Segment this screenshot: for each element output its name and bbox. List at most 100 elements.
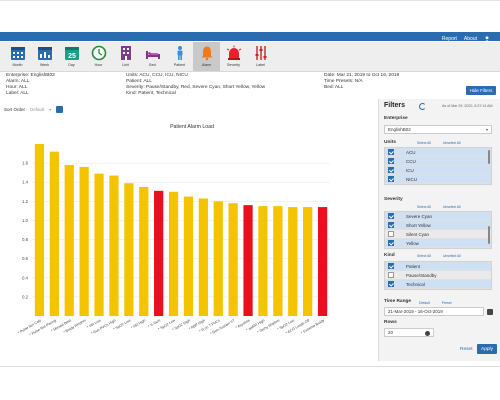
severity-option[interactable]: Short Yellow bbox=[385, 221, 491, 230]
time-range-preset[interactable]: Preset bbox=[441, 301, 452, 305]
severity-option[interactable]: Yellow bbox=[385, 239, 491, 248]
y-tick-label: 0.4 bbox=[22, 275, 28, 280]
checkbox[interactable] bbox=[388, 231, 394, 237]
bar[interactable] bbox=[49, 151, 59, 316]
bar[interactable] bbox=[198, 198, 208, 316]
checkbox[interactable] bbox=[388, 263, 394, 269]
bar[interactable] bbox=[258, 206, 268, 316]
bar[interactable] bbox=[79, 166, 89, 316]
kind-option[interactable]: Patient bbox=[385, 262, 491, 271]
units-select-all[interactable]: Select All bbox=[417, 141, 431, 145]
kind-unselect-all[interactable]: Unselect All bbox=[442, 254, 461, 258]
bar[interactable] bbox=[64, 165, 74, 316]
checkbox[interactable] bbox=[388, 281, 394, 287]
enterprise-select[interactable]: EnglishB02 ▾ bbox=[384, 125, 492, 134]
clear-icon[interactable] bbox=[425, 330, 430, 336]
reset-button[interactable]: Reset bbox=[460, 347, 473, 352]
bar[interactable] bbox=[303, 207, 313, 316]
severity-unselect-all[interactable]: Unselect All bbox=[442, 205, 461, 209]
sort-order-select[interactable]: Default bbox=[30, 107, 45, 112]
kind-select-all[interactable]: Select All bbox=[417, 254, 431, 258]
bar[interactable] bbox=[183, 196, 194, 316]
checkbox[interactable] bbox=[388, 213, 394, 219]
bar[interactable] bbox=[213, 201, 223, 316]
toolbar-severity[interactable]: Severity bbox=[220, 42, 247, 71]
toolbar-bed[interactable]: Bed bbox=[139, 42, 166, 71]
bar[interactable] bbox=[124, 183, 134, 316]
patient-alarm-load-chart: Patient Alarm Load 0.2 0.4 0.6 0.8 1.0 1.2 1.4… bbox=[17, 124, 330, 337]
checkbox[interactable] bbox=[388, 158, 394, 164]
calendar-month-icon bbox=[10, 47, 25, 60]
enterprise-label: Enterprise bbox=[384, 116, 408, 121]
user-icon[interactable] bbox=[484, 36, 490, 42]
sort-direction-icon[interactable] bbox=[56, 106, 64, 113]
unit-option[interactable]: NICU bbox=[385, 175, 491, 184]
bar[interactable] bbox=[94, 173, 104, 316]
severity-scrollbar[interactable] bbox=[488, 226, 490, 244]
chart-gridlines bbox=[32, 162, 330, 298]
sort-dropdown-icon[interactable]: ▾ bbox=[49, 107, 52, 112]
bar[interactable] bbox=[243, 205, 253, 316]
checkbox[interactable] bbox=[388, 240, 394, 246]
bar[interactable] bbox=[139, 187, 149, 316]
checkbox[interactable] bbox=[388, 167, 394, 173]
toolbar-month[interactable]: Month bbox=[4, 42, 31, 71]
kind-list: Patient Pause/Standby Technical bbox=[384, 261, 492, 290]
checkbox[interactable] bbox=[388, 176, 394, 182]
units-unselect-all[interactable]: Unselect All bbox=[442, 141, 461, 145]
about-link[interactable]: About bbox=[463, 36, 477, 42]
person-icon bbox=[177, 46, 182, 60]
toolbar-label: Month bbox=[12, 63, 23, 67]
bar[interactable] bbox=[34, 144, 45, 316]
kind-option[interactable]: Pause/Standby bbox=[385, 271, 491, 280]
bar[interactable] bbox=[154, 190, 164, 316]
units-scrollbar[interactable] bbox=[488, 150, 490, 164]
toolbar-day[interactable]: 25 Day bbox=[58, 42, 85, 71]
hide-filters-button[interactable]: Hide Filters bbox=[466, 86, 496, 95]
unit-option[interactable]: ICU bbox=[385, 166, 491, 175]
rows-input[interactable]: 20 bbox=[384, 328, 434, 337]
severity-option[interactable]: Silent Cyan bbox=[385, 230, 491, 239]
bar[interactable] bbox=[109, 175, 119, 316]
refresh-icon[interactable] bbox=[419, 103, 426, 110]
severity-option[interactable]: Severe Cyan bbox=[385, 212, 491, 221]
sort-order-label: Sort Order bbox=[4, 107, 26, 112]
toolbar-label-view[interactable]: Label bbox=[247, 42, 274, 71]
checkbox[interactable] bbox=[388, 149, 394, 155]
toolbar-unit[interactable]: Unit bbox=[112, 42, 139, 71]
apply-button[interactable]: Apply bbox=[477, 344, 497, 354]
unit-option[interactable]: CCU bbox=[385, 157, 491, 166]
rows-value: 20 bbox=[388, 330, 394, 335]
bar[interactable] bbox=[288, 207, 298, 316]
as-of-timestamp: As of Mar 29, 2020, 8:37:14 AM bbox=[442, 104, 493, 108]
bell-icon bbox=[201, 46, 212, 61]
calendar-icon[interactable] bbox=[487, 309, 493, 315]
summary-label: Label: ALL bbox=[6, 91, 29, 96]
report-link[interactable]: Report bbox=[441, 36, 457, 42]
summary-date: Date: Mar 21, 2019 to Oct 16, 2019 bbox=[324, 73, 400, 78]
summary-column-3: Date: Mar 21, 2019 to Oct 16, 2019 Time … bbox=[324, 73, 399, 91]
y-tick-label: 1.0 bbox=[22, 218, 28, 223]
toolbar-week[interactable]: Week bbox=[31, 42, 58, 71]
bar[interactable] bbox=[317, 207, 328, 316]
time-range-default[interactable]: Default bbox=[419, 301, 430, 305]
severity-select-all[interactable]: Select All bbox=[417, 205, 431, 209]
toolbar-alarm[interactable]: Alarm bbox=[193, 42, 220, 71]
toolbar-hour[interactable]: Hour bbox=[85, 42, 112, 71]
summary-patient: Patient: ALL bbox=[126, 79, 152, 84]
toolbar-label: Bed bbox=[149, 63, 156, 67]
kind-label: Kind bbox=[384, 253, 395, 258]
checkbox[interactable] bbox=[388, 222, 394, 228]
unit-option[interactable]: ACU bbox=[385, 148, 491, 157]
time-range-input[interactable]: 21-Mar-2019 - 16-Oct-2019 bbox=[384, 307, 484, 316]
toolbar-patient[interactable]: Patient bbox=[166, 42, 193, 71]
summary-bed: Bed: ALL bbox=[324, 85, 344, 90]
option-label: ACU bbox=[406, 149, 416, 155]
bar[interactable] bbox=[273, 206, 283, 316]
bar[interactable] bbox=[168, 191, 179, 316]
bar[interactable] bbox=[228, 203, 238, 316]
kind-option[interactable]: Technical bbox=[385, 280, 491, 289]
y-tick-label: 1.2 bbox=[22, 199, 28, 204]
checkbox[interactable] bbox=[388, 272, 394, 278]
units-select-links: Select All Unselect All bbox=[417, 141, 461, 145]
